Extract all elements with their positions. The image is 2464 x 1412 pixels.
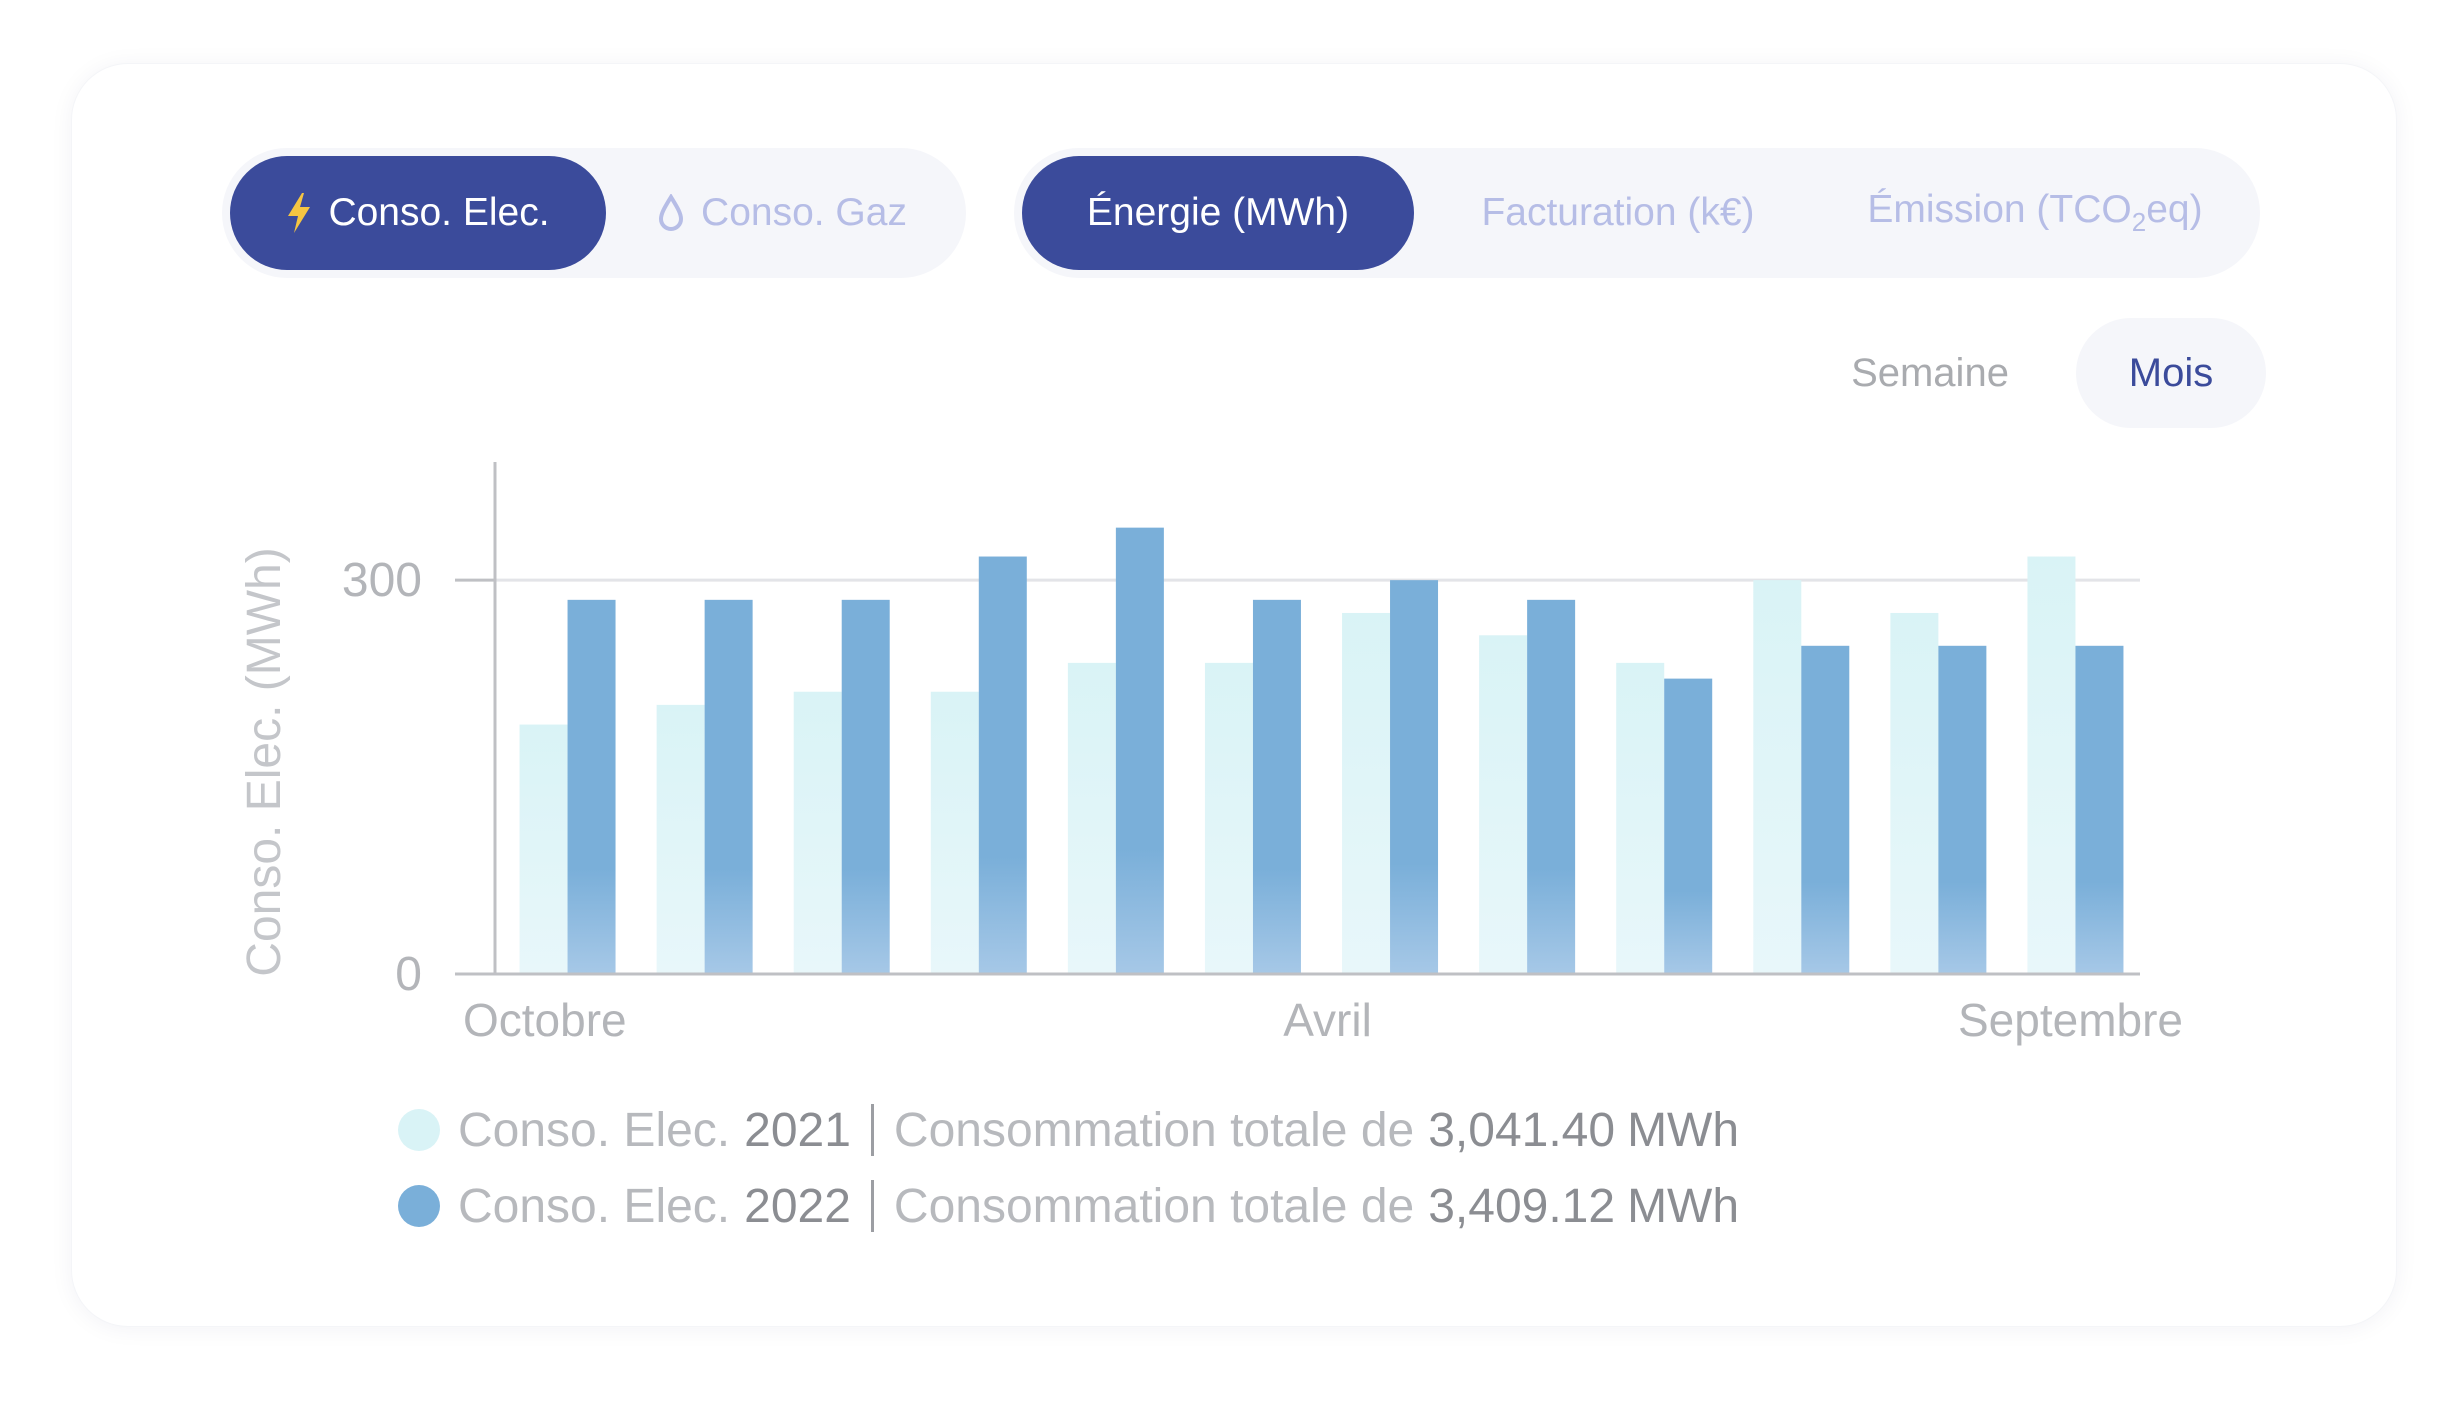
x-tick-label-octobre: Octobre xyxy=(463,994,627,1046)
facturation-button[interactable]: Facturation (k€) xyxy=(1414,156,1822,270)
legend-total-unit: MWh xyxy=(1627,1179,1740,1233)
legend-year: 2021 xyxy=(744,1103,851,1157)
semaine-button[interactable]: Semaine xyxy=(1830,318,2030,428)
legend-total-unit: MWh xyxy=(1627,1103,1740,1157)
bar-2021-Juil[interactable] xyxy=(1753,580,1802,974)
lightning-icon xyxy=(288,193,311,233)
conso-elec-label: Conso. Elec. xyxy=(328,191,550,234)
bar-2021-Sep[interactable] xyxy=(2027,556,2076,974)
facturation-label: Facturation (k€) xyxy=(1481,191,1755,234)
drop-icon xyxy=(659,194,684,231)
bar-2022-Jan[interactable] xyxy=(978,556,1027,974)
legend-total-value: 3,041.40 xyxy=(1428,1103,1616,1157)
bar-2021-Août[interactable] xyxy=(1890,612,1939,974)
conso-elec-button[interactable]: Conso. Elec. xyxy=(230,156,606,270)
energie-button[interactable]: Énergie (MWh) xyxy=(1022,156,1414,270)
bar-2022-Juil[interactable] xyxy=(1801,645,1850,974)
bar-2021-Jan[interactable] xyxy=(930,691,979,974)
conso-gaz-button[interactable]: Conso. Gaz xyxy=(606,156,958,270)
bar-2022-Nov[interactable] xyxy=(704,599,753,974)
legend-total-text: Consommation totale de xyxy=(893,1103,1415,1157)
legend-total-text: Consommation totale de xyxy=(893,1179,1415,1233)
emission-label-prefix: Émission (TCO xyxy=(1867,188,2132,232)
bar-2022-Oct[interactable] xyxy=(567,599,616,974)
metric-toggle: Énergie (MWh) Facturation (k€) Émission … xyxy=(1014,148,2260,278)
mois-label: Mois xyxy=(2128,350,2214,395)
energy-type-toggle: Conso. Elec. Conso. Gaz xyxy=(222,148,966,278)
legend-separator xyxy=(870,1104,874,1156)
legend-year: 2022 xyxy=(744,1179,851,1233)
bar-2022-Avr[interactable] xyxy=(1390,580,1439,974)
bar-2022-Sep[interactable] xyxy=(2075,645,2124,974)
mois-button[interactable]: Mois xyxy=(2076,318,2266,428)
legend-swatch-2021 xyxy=(398,1109,440,1151)
x-tick-label-septembre: Septembre xyxy=(1958,994,2183,1046)
bar-2021-Avr[interactable] xyxy=(1342,612,1391,974)
legend-series-name: Conso. Elec. xyxy=(458,1103,731,1157)
bar-2021-Mar[interactable] xyxy=(1204,662,1253,974)
bar-2021-Juin[interactable] xyxy=(1616,662,1665,974)
conso-gaz-label: Conso. Gaz xyxy=(701,191,907,234)
y-tick-label-0: 0 xyxy=(395,948,422,1001)
x-tick-label-avril: Avril xyxy=(1283,994,1372,1046)
legend-item-2021: Conso. Elec. 2021 Consommation totale de… xyxy=(398,1100,1739,1160)
energie-label: Énergie (MWh) xyxy=(1086,191,1350,234)
bar-2021-Mai[interactable] xyxy=(1479,635,1528,974)
emission-label-sub: 2 xyxy=(2131,206,2147,237)
bar-2021-Oct[interactable] xyxy=(519,724,568,974)
semaine-label: Semaine xyxy=(1851,350,2009,395)
bar-2022-Fév[interactable] xyxy=(1115,527,1164,974)
legend-total-value: 3,409.12 xyxy=(1428,1179,1616,1233)
bar-2021-Fév[interactable] xyxy=(1067,662,1116,974)
legend-series-name: Conso. Elec. xyxy=(458,1179,731,1233)
bar-2021-Déc[interactable] xyxy=(793,691,842,974)
bar-2022-Mar[interactable] xyxy=(1252,599,1301,974)
y-tick-label-300: 300 xyxy=(342,554,422,607)
y-axis-title: Conso. Elec. (MWh) xyxy=(238,547,291,976)
bar-2022-Déc[interactable] xyxy=(841,599,890,974)
bar-2022-Août[interactable] xyxy=(1938,645,1987,974)
emission-label-suffix: eq) xyxy=(2146,188,2203,232)
bar-2022-Juin[interactable] xyxy=(1664,678,1713,974)
legend-swatch-2022 xyxy=(398,1185,440,1227)
emission-label: Émission (TCO2eq) xyxy=(1867,188,2202,238)
emission-button[interactable]: Émission (TCO2eq) xyxy=(1822,156,2248,270)
legend-item-2022: Conso. Elec. 2022 Consommation totale de… xyxy=(398,1176,1739,1236)
bar-2022-Mai[interactable] xyxy=(1527,599,1576,974)
legend-separator xyxy=(870,1180,874,1232)
bar-2021-Nov[interactable] xyxy=(656,704,705,974)
